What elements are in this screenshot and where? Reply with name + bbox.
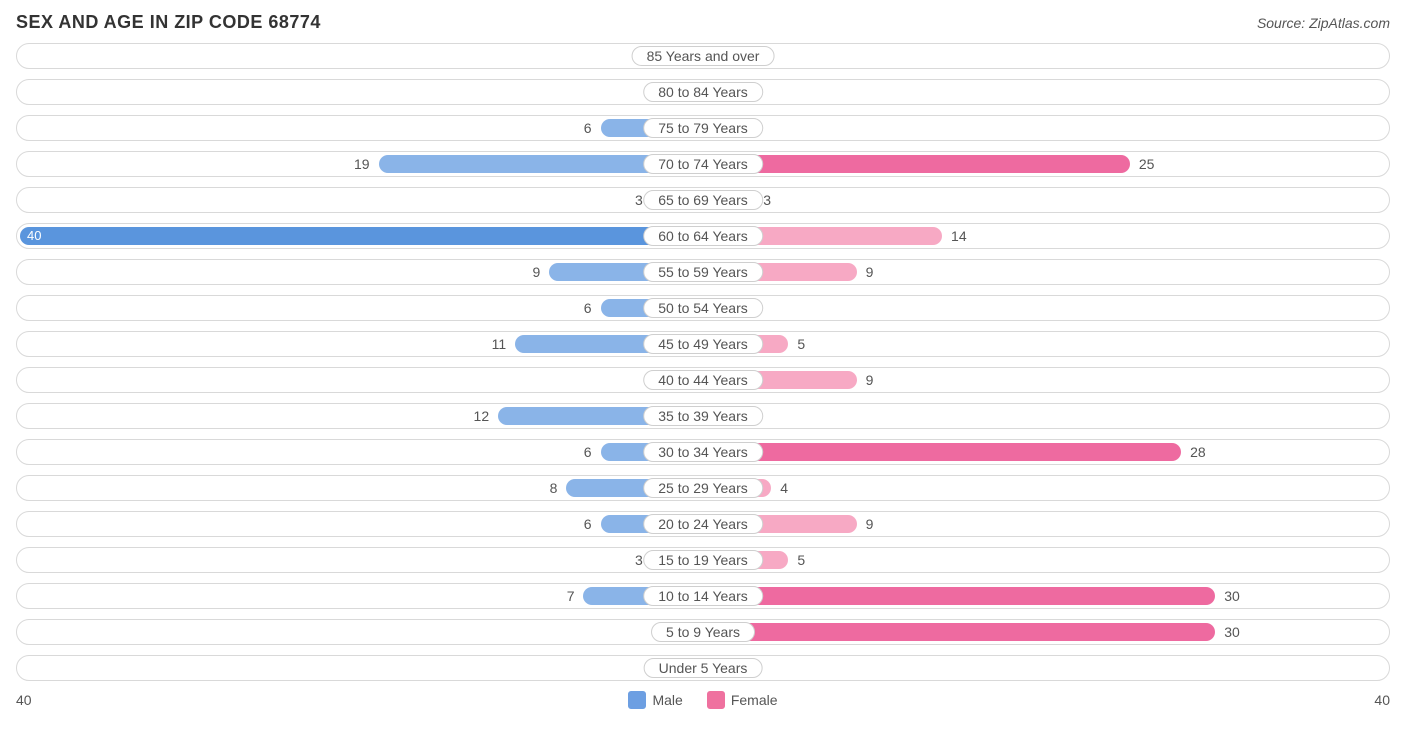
chart-header: SEX AND AGE IN ZIP CODE 68774 Source: Zi… (16, 12, 1390, 33)
age-row: 7 30 10 to 14 Years (16, 583, 1390, 609)
female-value: 28 (1190, 440, 1206, 466)
legend-label: Male (652, 692, 682, 708)
female-value: 9 (866, 260, 874, 286)
male-value: 6 (584, 296, 592, 322)
population-pyramid: 1185 Years and over1180 to 84 Years6275 … (16, 43, 1390, 681)
female-value: 5 (797, 548, 805, 574)
age-row: 3 365 to 69 Years (16, 187, 1390, 213)
female-value: 5 (797, 332, 805, 358)
legend-item: Female (707, 691, 778, 709)
age-row: 8 4 25 to 29 Years (16, 475, 1390, 501)
male-value: 6 (584, 440, 592, 466)
age-row: 6 28 30 to 34 Years (16, 439, 1390, 465)
female-value: 30 (1224, 620, 1240, 646)
age-category-pill: 75 to 79 Years (643, 118, 763, 138)
male-value: 19 (354, 152, 370, 178)
female-bar (703, 443, 1181, 461)
female-value: 9 (866, 512, 874, 538)
chart-footer: 40 Male Female 40 (16, 691, 1390, 709)
age-category-pill: 70 to 74 Years (643, 154, 763, 174)
female-value: 30 (1224, 584, 1240, 610)
age-category-pill: 30 to 34 Years (643, 442, 763, 462)
age-category-pill: 20 to 24 Years (643, 514, 763, 534)
male-value: 3 (635, 188, 643, 214)
legend-swatch (628, 691, 646, 709)
age-row: 9 9 55 to 59 Years (16, 259, 1390, 285)
chart-title: SEX AND AGE IN ZIP CODE 68774 (16, 12, 321, 33)
age-category-pill: 5 to 9 Years (651, 622, 755, 642)
age-row: 3 5 15 to 19 Years (16, 547, 1390, 573)
age-category-pill: 10 to 14 Years (643, 586, 763, 606)
age-row: 1185 Years and over (16, 43, 1390, 69)
male-value: 6 (584, 116, 592, 142)
female-bar (703, 155, 1130, 173)
age-category-pill: 15 to 19 Years (643, 550, 763, 570)
age-category-pill: 65 to 69 Years (643, 190, 763, 210)
male-value: 9 (533, 260, 541, 286)
age-row: 2940 to 44 Years (16, 367, 1390, 393)
chart-source: Source: ZipAtlas.com (1257, 15, 1390, 31)
female-value: 14 (951, 224, 967, 250)
axis-max-right: 40 (1374, 692, 1390, 708)
age-category-pill: 55 to 59 Years (643, 262, 763, 282)
age-row: 12035 to 39 Years (16, 403, 1390, 429)
age-category-pill: 50 to 54 Years (643, 298, 763, 318)
axis-max-left: 40 (16, 692, 32, 708)
age-row: 6150 to 54 Years (16, 295, 1390, 321)
male-value: 8 (550, 476, 558, 502)
age-category-pill: 60 to 64 Years (643, 226, 763, 246)
age-row: 40 14 60 to 64 Years (16, 223, 1390, 249)
female-value: 4 (780, 476, 788, 502)
female-bar (703, 623, 1215, 641)
legend: Male Female (628, 691, 777, 709)
age-row: 2305 to 9 Years (16, 619, 1390, 645)
male-value: 3 (635, 548, 643, 574)
age-category-pill: 40 to 44 Years (643, 370, 763, 390)
age-row: 21Under 5 Years (16, 655, 1390, 681)
female-value: 3 (763, 188, 771, 214)
female-value: 9 (866, 368, 874, 394)
age-row: 6275 to 79 Years (16, 115, 1390, 141)
age-category-pill: 45 to 49 Years (643, 334, 763, 354)
age-category-pill: 35 to 39 Years (643, 406, 763, 426)
age-category-pill: Under 5 Years (644, 658, 763, 678)
age-row: 6 9 20 to 24 Years (16, 511, 1390, 537)
male-value: 11 (492, 332, 507, 358)
legend-swatch (707, 691, 725, 709)
age-row: 19 25 70 to 74 Years (16, 151, 1390, 177)
female-bar (703, 587, 1215, 605)
male-bar (20, 227, 703, 245)
male-value: 40 (27, 224, 41, 250)
age-category-pill: 80 to 84 Years (643, 82, 763, 102)
male-value: 7 (567, 584, 575, 610)
female-value: 25 (1139, 152, 1155, 178)
legend-item: Male (628, 691, 682, 709)
legend-label: Female (731, 692, 778, 708)
age-category-pill: 25 to 29 Years (643, 478, 763, 498)
age-category-pill: 85 Years and over (632, 46, 775, 66)
age-row: 1180 to 84 Years (16, 79, 1390, 105)
male-value: 6 (584, 512, 592, 538)
age-row: 11 5 45 to 49 Years (16, 331, 1390, 357)
male-value: 12 (474, 404, 490, 430)
